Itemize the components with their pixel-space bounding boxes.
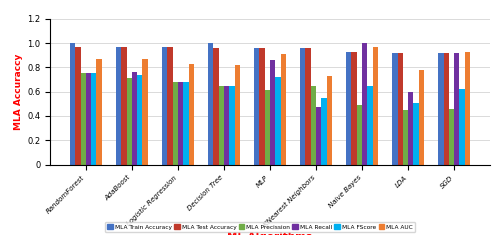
Bar: [362, 43, 368, 164]
Y-axis label: MLA Accuraccy: MLA Accuraccy: [14, 54, 23, 130]
Bar: [116, 47, 121, 164]
Bar: [444, 53, 449, 164]
X-axis label: ML Algorithms: ML Algorithms: [228, 232, 312, 235]
Bar: [464, 51, 470, 164]
Bar: [418, 70, 424, 164]
Bar: [454, 53, 460, 164]
Bar: [438, 53, 444, 164]
Bar: [168, 47, 172, 164]
Bar: [76, 47, 80, 164]
Bar: [322, 98, 326, 164]
Bar: [326, 76, 332, 164]
Bar: [80, 73, 86, 164]
Bar: [403, 110, 408, 164]
Bar: [172, 82, 178, 164]
Bar: [357, 105, 362, 164]
Bar: [372, 47, 378, 164]
Bar: [260, 48, 264, 164]
Bar: [162, 47, 168, 164]
Bar: [352, 51, 357, 164]
Bar: [178, 82, 183, 164]
Bar: [224, 86, 230, 164]
Bar: [449, 109, 454, 164]
Bar: [183, 82, 188, 164]
Bar: [306, 48, 310, 164]
Bar: [234, 65, 240, 164]
Bar: [70, 43, 75, 164]
Bar: [280, 54, 286, 164]
Bar: [208, 43, 214, 164]
Bar: [254, 48, 260, 164]
Bar: [270, 60, 276, 164]
Bar: [96, 59, 102, 164]
Bar: [276, 77, 280, 164]
Bar: [316, 107, 322, 164]
Bar: [86, 73, 91, 164]
Bar: [460, 89, 464, 164]
Bar: [218, 86, 224, 164]
Bar: [142, 59, 148, 164]
Bar: [398, 53, 403, 164]
Bar: [91, 73, 96, 164]
Bar: [310, 86, 316, 164]
Bar: [132, 72, 137, 164]
Bar: [408, 92, 414, 164]
Bar: [368, 86, 372, 164]
Bar: [346, 51, 352, 164]
Bar: [126, 78, 132, 164]
Bar: [264, 90, 270, 164]
Bar: [137, 75, 142, 164]
Bar: [414, 102, 418, 164]
Bar: [392, 53, 398, 164]
Bar: [122, 47, 126, 164]
Bar: [188, 64, 194, 164]
Bar: [300, 48, 306, 164]
Bar: [214, 48, 218, 164]
Legend: MLA Train Accuracy, MLA Test Accuracy, MLA Precission, MLA Recall, MLA FScore, M: MLA Train Accuracy, MLA Test Accuracy, M…: [104, 222, 416, 232]
Bar: [230, 86, 234, 164]
